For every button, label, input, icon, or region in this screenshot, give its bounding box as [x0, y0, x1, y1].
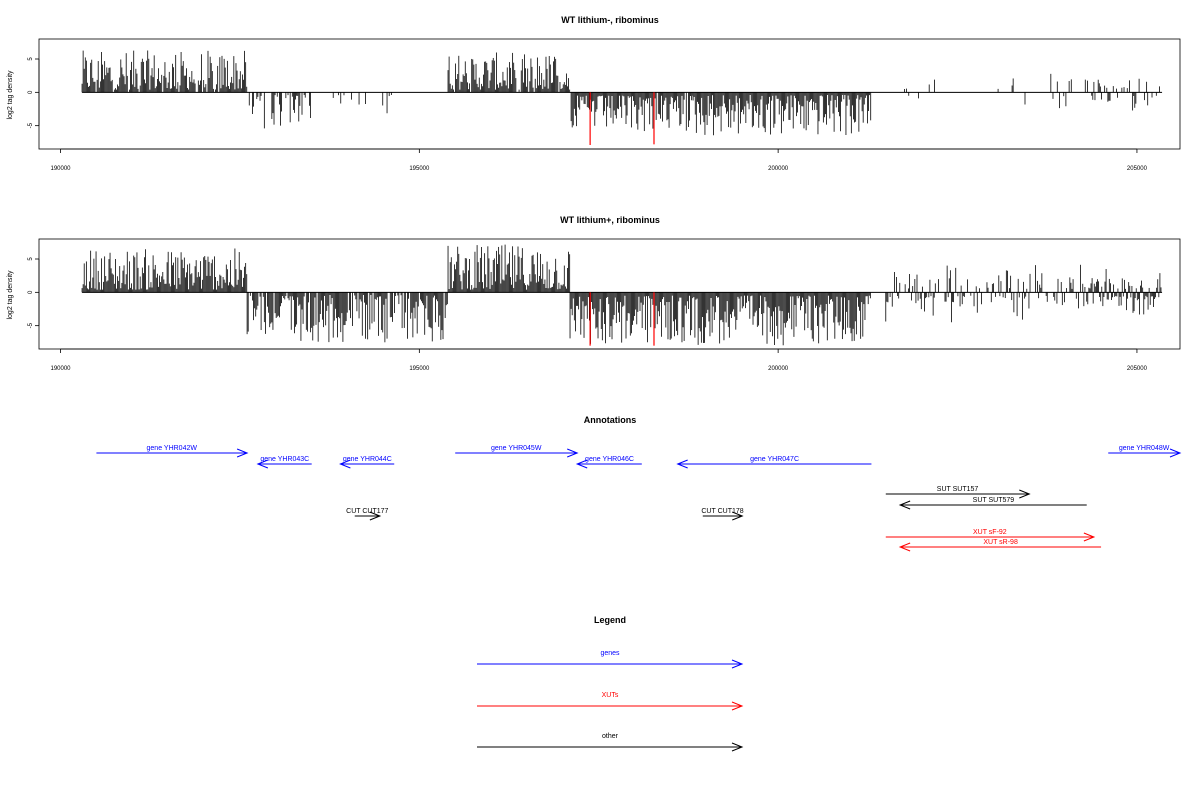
- legend-entry: XUTs: [477, 692, 744, 711]
- legend-arrowhead: [731, 701, 744, 711]
- feature-arrowhead: [1169, 448, 1182, 458]
- legend-title: Legend: [594, 615, 626, 625]
- annotation-feature: gene YHR045W: [455, 445, 579, 458]
- annotation-feature: gene YHR048W: [1108, 445, 1182, 458]
- feature-label: SUT SUT157: [937, 486, 979, 493]
- annotation-feature: gene YHR046C: [575, 456, 642, 469]
- legend-arrowhead: [731, 659, 744, 669]
- legend-entries: genes XUTs other: [477, 650, 744, 752]
- feature-arrowhead: [236, 448, 249, 458]
- x-tick-label: 190000: [51, 366, 72, 372]
- feature-arrowhead: [567, 448, 579, 458]
- legend-label: other: [602, 733, 619, 740]
- annotation-feature: XUT sF-92: [885, 529, 1096, 542]
- track-title: WT lithium-, ribominus: [561, 15, 659, 25]
- feature-arrowhead: [339, 459, 351, 469]
- legend-entry: other: [477, 733, 744, 752]
- annotation-feature: SUT SUT579: [898, 497, 1087, 510]
- feature-label: CUT CUT178: [701, 508, 743, 515]
- feature-arrowhead: [369, 511, 382, 521]
- feature-arrowhead: [898, 500, 911, 510]
- x-tick-label: 190000: [51, 166, 72, 172]
- feature-label: gene YHR044C: [343, 456, 392, 463]
- y-axis-label: log2 tag density: [7, 70, 14, 120]
- annotation-feature: XUT sR-98: [898, 539, 1102, 552]
- annotation-feature: gene YHR043C: [256, 456, 312, 469]
- feature-label: gene YHR042W: [147, 445, 198, 452]
- legend-label: genes: [600, 650, 620, 657]
- feature-label: XUT sR-98: [983, 539, 1018, 546]
- x-tick-label: 205000: [1127, 166, 1148, 172]
- track-panel-lithium-plus: WT lithium+, ribominus log2 tag density …: [7, 215, 1181, 372]
- legend-entry: genes: [477, 650, 744, 669]
- annotation-features: gene YHR042W gene YHR043C gene YHR044C gene…: [96, 445, 1182, 552]
- x-tick-label: 205000: [1127, 366, 1148, 372]
- y-axis-label: log2 tag density: [7, 270, 14, 320]
- highlight-bars: [589, 292, 655, 346]
- x-ticks: 190000 195000 200000 205000: [51, 148, 1148, 172]
- annotation-feature: gene YHR044C: [339, 456, 395, 469]
- track-panel-lithium-minus: WT lithium-, ribominus log2 tag density …: [7, 15, 1181, 172]
- annotation-feature: SUT SUT157: [885, 486, 1031, 499]
- annotation-feature: CUT CUT177: [346, 508, 389, 521]
- feature-arrowhead: [732, 511, 744, 521]
- x-tick-label: 195000: [409, 166, 430, 172]
- x-tick-label: 200000: [768, 366, 789, 372]
- feature-arrowhead: [1083, 532, 1096, 542]
- x-tick-label: 195000: [409, 366, 430, 372]
- feature-label: XUT sF-92: [973, 529, 1007, 536]
- feature-label: gene YHR045W: [491, 445, 542, 452]
- signal-bars: [81, 50, 1163, 136]
- y-tick-label: 5: [28, 257, 34, 261]
- y-tick-label: 0: [28, 90, 34, 94]
- y-tick-label: -5: [28, 322, 34, 328]
- annotation-feature: CUT CUT178: [701, 508, 744, 521]
- highlight-bars: [589, 92, 655, 145]
- feature-label: gene YHR043C: [260, 456, 309, 463]
- legend-panel: Legend genes XUTs other: [477, 615, 744, 752]
- legend-arrowhead: [731, 742, 744, 752]
- feature-label: CUT CUT177: [346, 508, 388, 515]
- feature-label: gene YHR046C: [585, 456, 634, 463]
- legend-label: XUTs: [602, 692, 619, 699]
- x-ticks: 190000 195000 200000 205000: [51, 348, 1148, 372]
- annotation-feature: gene YHR047C: [676, 456, 872, 469]
- feature-arrowhead: [575, 459, 588, 469]
- y-tick-label: -5: [28, 122, 34, 128]
- annotations-title: Annotations: [584, 415, 637, 425]
- feature-arrowhead: [676, 459, 688, 469]
- y-ticks: 5 0 -5: [28, 57, 40, 128]
- feature-arrowhead: [898, 542, 911, 552]
- y-tick-label: 0: [28, 290, 34, 294]
- x-tick-label: 200000: [768, 166, 789, 172]
- feature-label: gene YHR047C: [750, 456, 799, 463]
- feature-label: SUT SUT579: [973, 497, 1015, 504]
- feature-label: gene YHR048W: [1119, 445, 1170, 452]
- signal-bars: [81, 244, 1163, 346]
- annotation-feature: gene YHR042W: [96, 445, 249, 458]
- feature-arrowhead: [256, 459, 269, 469]
- y-ticks: 5 0 -5: [28, 257, 40, 328]
- track-title: WT lithium+, ribominus: [560, 215, 660, 225]
- y-tick-label: 5: [28, 57, 34, 61]
- feature-arrowhead: [1019, 489, 1031, 499]
